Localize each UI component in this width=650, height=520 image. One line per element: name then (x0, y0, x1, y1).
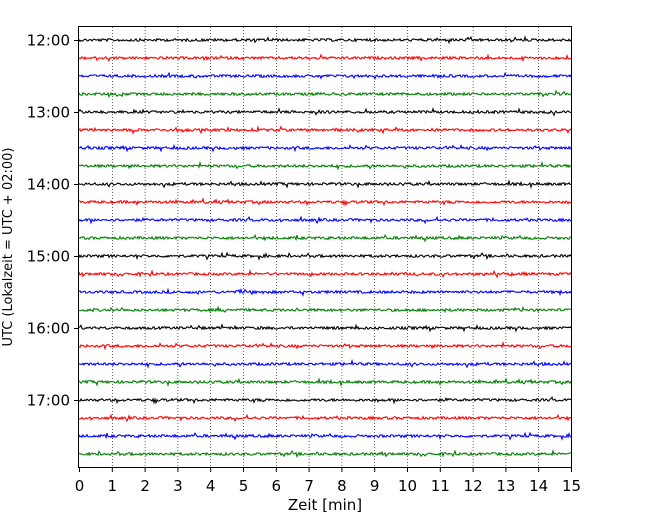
x-tick-label: 4 (206, 477, 216, 495)
trace-line (78, 305, 572, 314)
trace-line (78, 358, 572, 369)
trace-line (78, 340, 572, 351)
trace-line (78, 287, 572, 297)
x-tick-label: 10 (398, 477, 417, 495)
trace-line (78, 107, 572, 117)
vertical-grid (112, 27, 540, 467)
trace-line (78, 251, 572, 261)
x-tick-label: 1 (108, 477, 118, 495)
trace-line (78, 268, 572, 279)
x-tick-label: 11 (431, 477, 450, 495)
x-tick-label: 0 (75, 477, 85, 495)
trace-line (78, 448, 572, 459)
x-tick-label: 8 (337, 477, 347, 495)
trace-line (78, 143, 572, 153)
y-tick-label: 12:00 (27, 32, 70, 50)
y-tick-label: 16:00 (27, 320, 70, 338)
plot-frame (78, 26, 572, 468)
trace-line (78, 377, 572, 388)
y-axis-label: UTC (Lokalzeit = UTC + 02:00) (1, 148, 16, 347)
trace-line (78, 179, 572, 190)
trace-line (78, 35, 572, 45)
x-tick-label: 7 (304, 477, 314, 495)
x-axis-ticks: 0 1 2 3 4 5 6 7 8 9 10 11 12 13 14 15 (75, 467, 581, 495)
x-tick-label: 5 (239, 477, 249, 495)
trace-line (78, 53, 572, 63)
x-tick-label: 2 (140, 477, 150, 495)
trace-line (78, 160, 572, 171)
y-tick-label: 14:00 (27, 176, 70, 194)
x-tick-label: 3 (173, 477, 183, 495)
trace-line (78, 413, 572, 423)
y-tick-label: 17:00 (27, 392, 70, 410)
x-tick-label: 12 (464, 477, 483, 495)
x-tick-label: 9 (370, 477, 380, 495)
trace-line (78, 233, 572, 243)
x-tick-label: 14 (529, 477, 548, 495)
trace-line (78, 89, 572, 99)
x-tick-label: 6 (272, 477, 282, 495)
y-axis-ticks: 12:00 13:00 14:00 15:00 16:00 17:00 (27, 32, 79, 410)
y-tick-label: 13:00 (27, 104, 70, 122)
trace-line (78, 197, 572, 207)
trace-line (78, 323, 572, 333)
trace-series (78, 35, 572, 459)
x-tick-label: 15 (562, 477, 581, 495)
x-axis-label: Zeit [min] (288, 496, 362, 514)
trace-line (78, 215, 572, 225)
trace-line (78, 71, 572, 80)
trace-line (78, 431, 572, 441)
trace-line (78, 125, 572, 135)
trace-line (78, 396, 572, 405)
x-tick-label: 13 (496, 477, 515, 495)
y-tick-label: 15:00 (27, 248, 70, 266)
